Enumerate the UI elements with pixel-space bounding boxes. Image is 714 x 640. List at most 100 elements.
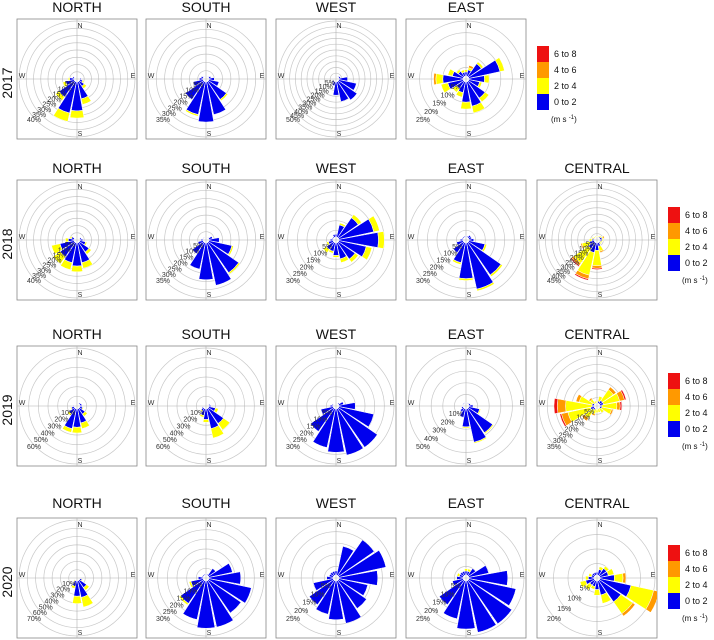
ring-percent-label: 35%: [32, 273, 46, 280]
ring-percent-label: 20%: [54, 417, 68, 424]
ring-percent-label: 25%: [293, 437, 307, 444]
ring-percent-label: 10%: [319, 84, 333, 91]
wind-sector-bar: [81, 95, 92, 105]
wind-sector-bar: [591, 236, 595, 240]
wind-sector-bar: [213, 407, 219, 414]
wind-sector-bar: [590, 584, 596, 590]
ring-percent-label: 20%: [174, 260, 188, 267]
ring-percent-label: 60%: [27, 444, 41, 451]
legend-label: 6 to 8: [685, 376, 708, 386]
ring-percent-label: 25%: [293, 271, 307, 278]
ring-percent-label: 30%: [162, 272, 176, 279]
ring-percent-label: 20%: [47, 97, 61, 104]
ring-percent-label: 40%: [27, 117, 41, 124]
wind-sector-bar: [332, 234, 336, 238]
ring-percent-label: 20%: [424, 608, 438, 615]
legend-swatch: [668, 593, 680, 609]
direction-e-label: E: [131, 234, 136, 241]
direction-n-label: N: [336, 184, 341, 191]
wind-sector-bar: [440, 82, 451, 94]
direction-w-label: W: [148, 234, 155, 241]
direction-n-label: N: [336, 350, 341, 357]
legend-swatch: [537, 62, 549, 78]
ring-percent-label: 30%: [561, 264, 575, 271]
ring-percent-label: 25%: [163, 609, 177, 616]
wind-sector-bar: [601, 238, 604, 242]
year-label: 2019: [0, 394, 15, 425]
direction-s-label: S: [78, 292, 83, 299]
wind-sector-bar: [456, 69, 462, 75]
ring-percent-label: 5%: [65, 81, 75, 88]
ring-percent-label: 5%: [584, 409, 594, 416]
ring-percent-label: 20%: [170, 602, 184, 609]
ring-percent-label: 15%: [53, 91, 67, 98]
wind-sector-bar: [331, 403, 334, 406]
ring-percent-label: 30%: [176, 424, 190, 431]
ring-percent-label: 15%: [570, 421, 584, 428]
ring-percent-label: 35%: [556, 269, 570, 276]
legend-swatch: [668, 577, 680, 593]
panel-title: NORTH: [52, 326, 102, 342]
windrose-panel: CENTRAL 5%10%15%20%25%30%35%40%45% N E S W: [536, 160, 658, 301]
ring-percent-label: 10%: [190, 410, 204, 417]
direction-n-label: N: [77, 184, 82, 191]
ring-percent-label: 25%: [286, 616, 300, 623]
legend-label: 0 to 2: [685, 424, 708, 434]
ring-percent-label: 40%: [170, 430, 184, 437]
windrose-panel: CENTRAL 5%10%15%20%25%30%35% N E S W: [536, 326, 658, 467]
ring-percent-label: 25%: [42, 102, 56, 109]
legend-label: 4 to 6: [685, 226, 708, 236]
wind-sector-bar: [591, 412, 596, 417]
ring-percent-label: 20%: [300, 430, 314, 437]
panel-title: EAST: [448, 160, 485, 176]
ring-percent-label: 35%: [32, 112, 46, 119]
ring-percent-label: 60%: [156, 444, 170, 451]
direction-s-label: S: [467, 630, 472, 637]
ring-percent-label: 25%: [416, 616, 430, 623]
wind-sector-bar: [348, 252, 359, 263]
year-label: 2020: [0, 566, 15, 597]
ring-percent-label: 15%: [306, 258, 320, 265]
wind-sector-bar: [581, 414, 589, 422]
wind-sector-bar: [570, 257, 580, 267]
wind-sector-bar: [464, 69, 468, 73]
wind-sector-bar: [471, 102, 486, 114]
ring-percent-label: 20%: [47, 258, 61, 265]
wind-sector-bar: [556, 398, 567, 414]
ring-percent-label: 10%: [185, 249, 199, 256]
direction-s-label: S: [207, 292, 212, 299]
wind-sector-bar: [219, 92, 229, 102]
ring-percent-label: 10%: [567, 596, 581, 603]
ring-percent-label: 35%: [156, 278, 170, 285]
ring-percent-label: 20%: [183, 417, 197, 424]
wind-sector-bar: [484, 424, 494, 434]
wind-sector-bar: [202, 419, 210, 423]
windrose-panel: SOUTH 5%10%15%20%25%30%35% N E S W: [145, 160, 267, 301]
legend-unit: (m s -1): [682, 276, 708, 285]
wind-sector-bar: [332, 79, 334, 82]
direction-w-label: W: [539, 234, 546, 241]
ring-percent-label: 10%: [576, 415, 590, 422]
ring-percent-label: 15%: [557, 606, 571, 613]
legend-label: 2 to 4: [685, 408, 708, 418]
ring-percent-label: 15%: [53, 252, 67, 259]
wind-sector-bar: [553, 398, 559, 414]
wind-sector-bar: [83, 584, 90, 591]
direction-e-label: E: [131, 572, 136, 579]
legend-label: 2 to 4: [554, 81, 577, 91]
ring-percent-label: 10%: [311, 591, 325, 598]
wind-sector-bar: [203, 573, 206, 576]
ring-percent-label: 10%: [579, 246, 593, 253]
legend-unit: (m s -1): [551, 115, 577, 124]
ring-percent-label: 20%: [430, 264, 444, 271]
direction-s-label: S: [337, 458, 342, 465]
wind-sector-bar: [178, 595, 189, 606]
direction-s-label: S: [207, 458, 212, 465]
ring-percent-label: 20%: [424, 109, 438, 116]
direction-w-label: W: [408, 234, 415, 241]
wind-sector-bar: [69, 110, 85, 119]
wind-sector-bar: [338, 222, 346, 228]
ring-percent-label: 25%: [416, 117, 430, 124]
windrose-panel: SOUTH 5%10%15%20%25%30%35% N E S W: [145, 0, 267, 140]
speed-legend: 6 to 8 4 to 6 2 to 4 0 to 2 (m s -1): [668, 373, 708, 451]
